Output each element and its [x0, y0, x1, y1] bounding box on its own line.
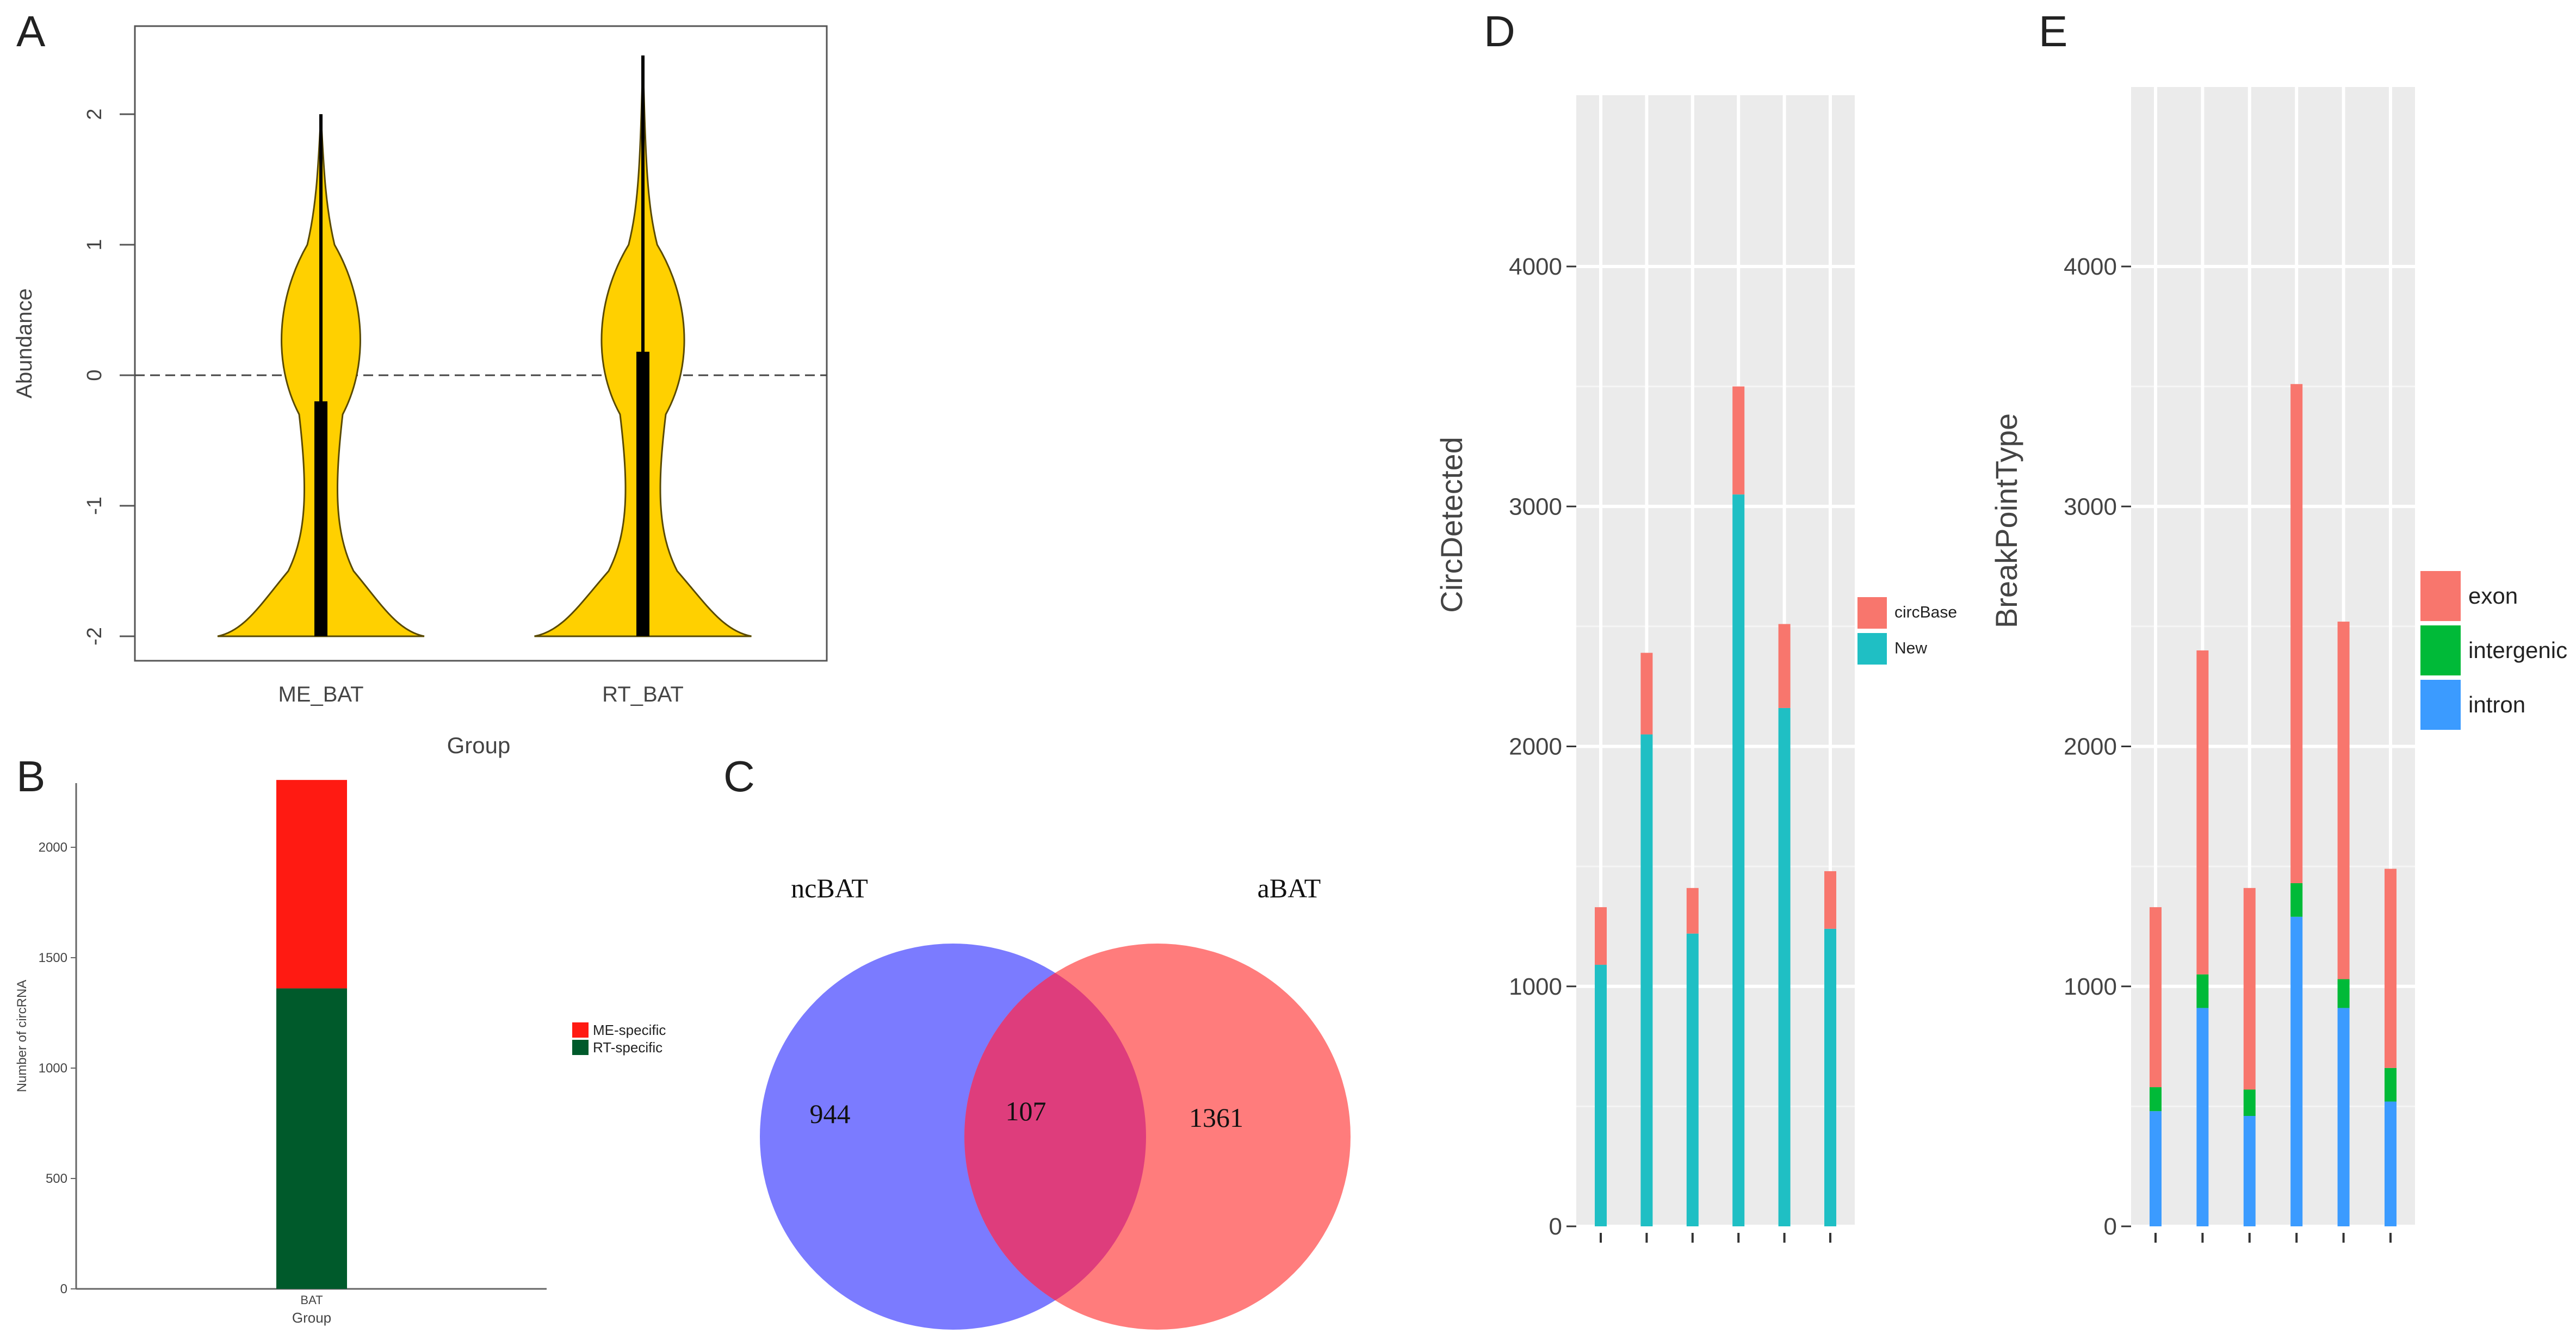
y-axis-label: CircDetected: [1434, 437, 1469, 613]
venn-count-only-abat: 1361: [1189, 1102, 1243, 1133]
bar-segment-exon: [2337, 622, 2350, 979]
bar-segment-circBase: [1732, 386, 1745, 495]
panel-letter-e: E: [2039, 7, 2067, 55]
bar-segment-circBase: [1686, 888, 1699, 934]
bar-segment-New: [1595, 965, 1607, 1226]
legend-swatch-intron: [2420, 680, 2461, 730]
plot-frame: [134, 25, 828, 662]
bar-segment-New: [1732, 494, 1745, 1226]
violin-box-ME_BAT: [314, 401, 327, 636]
venn-intersection: [964, 972, 1146, 1301]
bar-segment-intergenic: [2337, 979, 2350, 1008]
legend-label: circBase: [1894, 604, 1957, 622]
y-tick-label: 1000: [2064, 973, 2117, 1000]
bar-segment-intergenic: [2385, 1068, 2397, 1102]
bar-segment-intron: [2196, 1008, 2209, 1226]
legend-label: ME-specific: [593, 1022, 666, 1038]
panel-letter-c: C: [723, 752, 755, 801]
venn-set-label: aBAT: [1258, 873, 1321, 903]
y-axis-label: Abundance: [13, 288, 36, 398]
y-tick-label: 0: [1549, 1213, 1562, 1240]
bar-segment-ME-specific: [276, 780, 347, 989]
bar-segment-exon: [2196, 650, 2209, 975]
venn-count-intersection: 107: [1006, 1096, 1046, 1126]
plot-background: [1576, 95, 1855, 1226]
legend-swatch-New: [1857, 633, 1887, 665]
venn-diagram-panel-c: ncBAT aBAT 944 107 1361: [760, 873, 1351, 1330]
stacked-bar-chart-panel-e: 0 1000 2000 3000 4000 BreakPointType exon inter…: [1989, 87, 2567, 1243]
x-tick-label: BAT: [300, 1293, 323, 1307]
stacked-bar-chart-panel-d: 0 1000 2000 3000 4000 CircDetected circBase New: [1434, 95, 1957, 1243]
y-tick-label: 2: [83, 108, 106, 120]
bar-segment-circBase: [1778, 624, 1791, 708]
bar-segment-intergenic: [2290, 883, 2303, 917]
x-axis-label: Group: [292, 1310, 331, 1326]
y-axis-label: Number of circRNA: [15, 980, 29, 1093]
bar-segment-intron: [2385, 1101, 2397, 1226]
y-tick-label: -2: [83, 627, 106, 646]
panel-letter-d: D: [1484, 7, 1515, 55]
bar-segment-intron: [2243, 1116, 2256, 1226]
bar-segment-New: [1824, 928, 1836, 1226]
venn-count-only-ncbat: 944: [810, 1099, 851, 1129]
bar-segment-intron: [2290, 916, 2303, 1226]
y-tick-label: 3000: [2064, 493, 2117, 520]
legend-label: New: [1894, 640, 1927, 657]
legend-label: exon: [2468, 583, 2518, 609]
y-tick-label: 2000: [39, 840, 67, 855]
panel-letter-a: A: [16, 7, 46, 55]
y-tick-label: 4000: [1509, 253, 1562, 280]
y-tick-label: 500: [46, 1171, 67, 1186]
y-tick-label: 0: [83, 369, 106, 381]
bar-segment-intergenic: [2150, 1087, 2162, 1112]
bar-segment-exon: [2290, 384, 2303, 884]
bar-segment-intergenic: [2243, 1089, 2256, 1116]
venn-set-label: ncBAT: [791, 873, 868, 903]
y-axis-label: BreakPointType: [1989, 413, 2023, 628]
bar-segment-circBase: [1824, 871, 1836, 929]
bar-segment-exon: [2243, 888, 2256, 1090]
y-tick-label: 1500: [39, 951, 67, 965]
bar-segment-circBase: [1640, 653, 1653, 735]
bar-segment-intron: [2150, 1111, 2162, 1226]
y-tick-label: 0: [2104, 1213, 2117, 1240]
y-tick-label: 1000: [39, 1061, 67, 1076]
y-tick-label: 2000: [1509, 734, 1562, 760]
legend-swatch-ME-specific: [572, 1022, 589, 1038]
bar-segment-intergenic: [2196, 974, 2209, 1008]
y-tick-label: 1000: [1509, 973, 1562, 1000]
x-tick-label: RT_BAT: [602, 683, 684, 706]
legend-label: intergenic: [2468, 637, 2567, 663]
y-tick-label: 2000: [2064, 734, 2117, 760]
panel-letter-b: B: [16, 752, 45, 801]
bar-segment-circBase: [1595, 907, 1607, 965]
legend-label: RT-specific: [593, 1039, 662, 1056]
legend-swatch-RT-specific: [572, 1040, 589, 1055]
y-tick-label: -1: [83, 497, 106, 515]
y-tick-label: 1: [83, 239, 106, 250]
violin-plot-panel-a: -2 -1 0 1 2 Abundance ME_BAT RT_BAT Group: [13, 25, 828, 758]
y-tick-label: 3000: [1509, 493, 1562, 520]
bar-segment-exon: [2150, 907, 2162, 1088]
legend-swatch-exon: [2420, 571, 2461, 621]
x-axis-label: Group: [447, 733, 511, 758]
legend-swatch-circBase: [1857, 597, 1887, 629]
bar-segment-New: [1686, 933, 1699, 1226]
x-tick-label: ME_BAT: [278, 683, 363, 706]
bar-segment-New: [1778, 708, 1791, 1226]
legend-swatch-intergenic: [2420, 625, 2461, 675]
plot-background: [2131, 87, 2415, 1226]
legend-label: intron: [2468, 692, 2525, 717]
bar-segment-exon: [2385, 868, 2397, 1068]
bar-chart-panel-b: 0 500 1000 1500 2000 Number of circRNA BAT Grou…: [15, 780, 666, 1326]
y-tick-label: 0: [60, 1282, 67, 1296]
bar-segment-New: [1640, 734, 1653, 1226]
bar-segment-intron: [2337, 1008, 2350, 1226]
y-tick-label: 4000: [2064, 253, 2117, 280]
violin-box-RT_BAT: [636, 351, 649, 636]
bar-segment-RT-specific: [276, 988, 347, 1289]
